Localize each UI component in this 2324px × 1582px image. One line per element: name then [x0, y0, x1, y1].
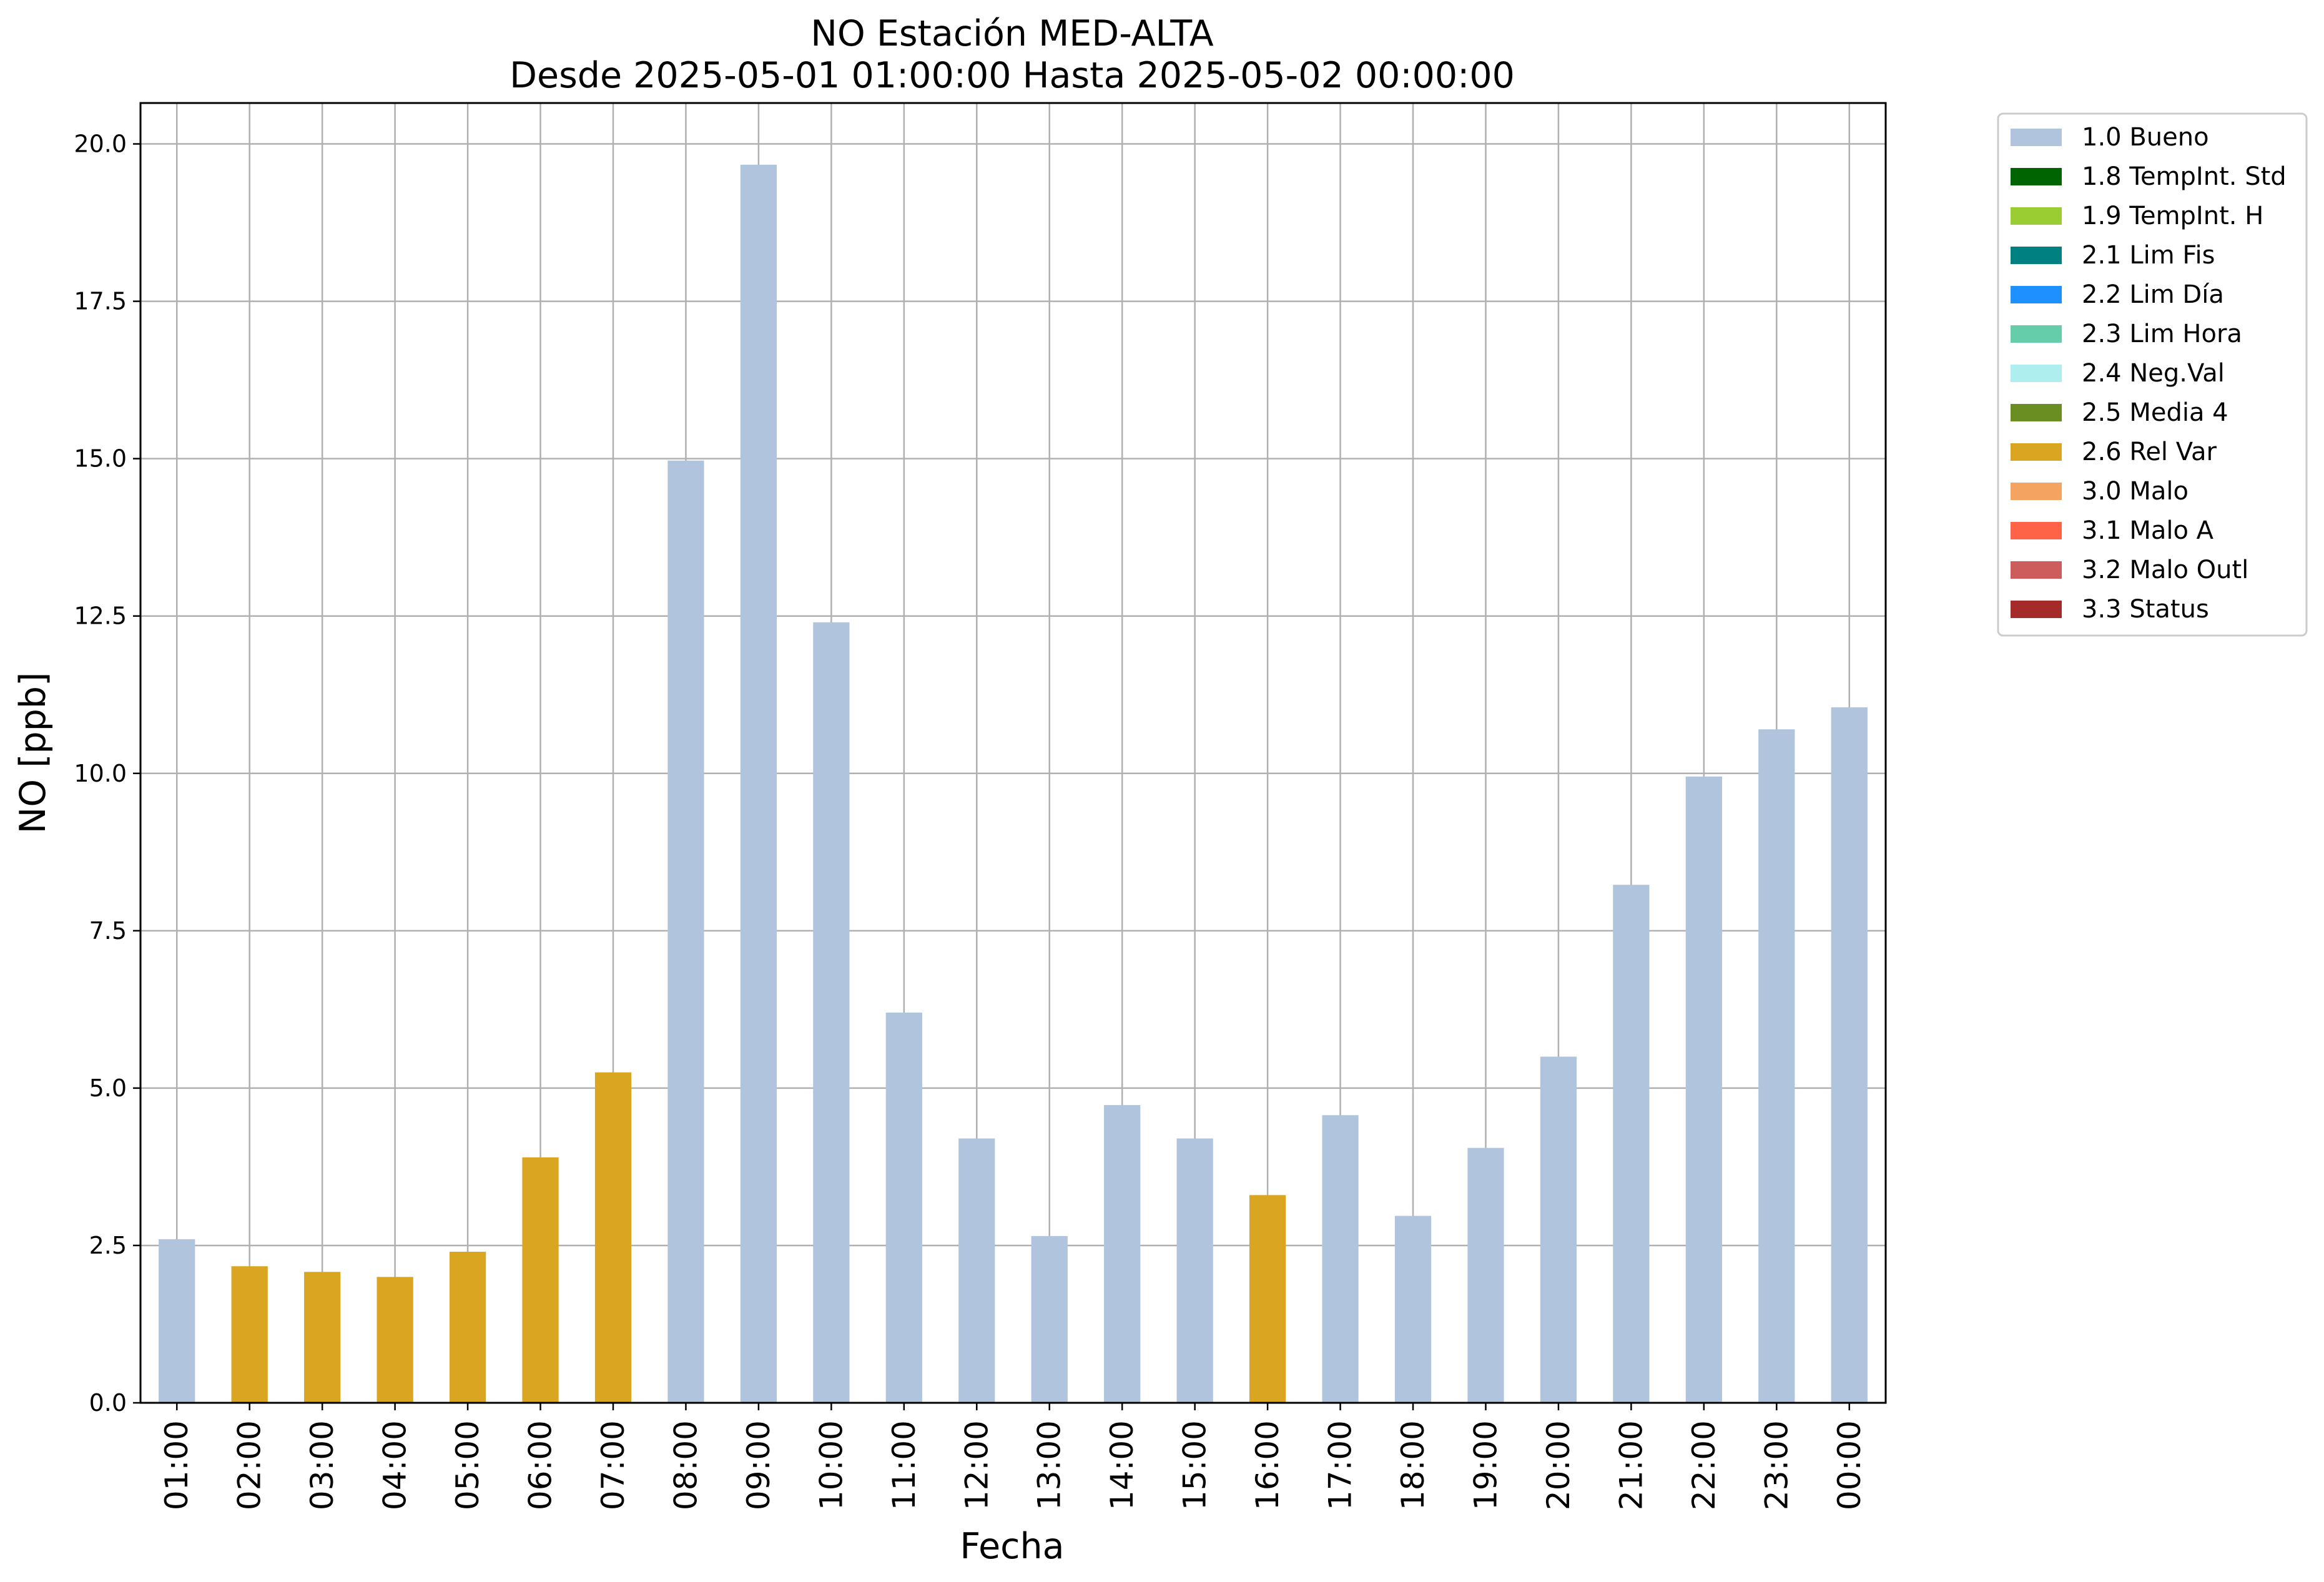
- bar-22:00: [1685, 776, 1722, 1403]
- x-tick-label: 05:00: [450, 1420, 486, 1510]
- legend-label: 2.1 Lim Fis: [2082, 241, 2215, 270]
- bar-14:00: [1104, 1105, 1141, 1403]
- legend-label: 1.8 TempInt. Std: [2082, 162, 2287, 191]
- legend-swatch: [2011, 483, 2062, 500]
- x-tick-label: 22:00: [1686, 1420, 1722, 1510]
- legend-swatch: [2011, 365, 2062, 382]
- legend-label: 2.3 Lim Hora: [2082, 320, 2242, 348]
- legend-swatch: [2011, 601, 2062, 618]
- y-tick-label: 7.5: [89, 917, 127, 945]
- legend-label: 2.5 Media 4: [2082, 398, 2228, 427]
- y-tick-label: 2.5: [89, 1232, 127, 1259]
- bar-10:00: [813, 622, 850, 1403]
- legend-label: 1.0 Bueno: [2082, 123, 2209, 152]
- x-tick-label: 01:00: [159, 1420, 195, 1510]
- bar-13:00: [1031, 1236, 1068, 1403]
- legend-label: 3.2 Malo Outl: [2082, 556, 2248, 584]
- bar-11:00: [885, 1012, 922, 1403]
- bar-03:00: [304, 1272, 341, 1403]
- bar-15:00: [1176, 1138, 1213, 1403]
- bar-21:00: [1613, 885, 1650, 1403]
- legend-label: 2.2 Lim Día: [2082, 280, 2224, 309]
- y-tick-label: 0.0: [89, 1389, 127, 1417]
- bar-17:00: [1322, 1115, 1359, 1403]
- legend-swatch: [2011, 207, 2062, 225]
- x-tick-label: 15:00: [1177, 1420, 1213, 1510]
- x-tick-label: 10:00: [813, 1420, 849, 1510]
- bar-19:00: [1467, 1147, 1504, 1403]
- x-axis-label: Fecha: [960, 1526, 1064, 1567]
- bar-23:00: [1758, 729, 1795, 1403]
- legend-swatch: [2011, 129, 2062, 146]
- legend-frame: [1997, 112, 2308, 637]
- legend-label: 3.3 Status: [2082, 595, 2209, 624]
- x-tick-label: 07:00: [595, 1420, 631, 1510]
- x-tick-label: 13:00: [1032, 1420, 1068, 1510]
- bars: [159, 164, 1868, 1403]
- x-tick-label: 08:00: [667, 1420, 704, 1510]
- x-tick-label: 06:00: [523, 1420, 559, 1510]
- legend-swatch: [2011, 286, 2062, 303]
- y-tick-label: 17.5: [74, 288, 127, 315]
- x-tick-label: 11:00: [886, 1420, 922, 1510]
- bar-04:00: [377, 1277, 413, 1403]
- x-tick-label: 18:00: [1395, 1420, 1431, 1510]
- y-axis-label: NO [ppb]: [12, 672, 54, 834]
- x-tick-label: 19:00: [1467, 1420, 1504, 1510]
- legend-swatch: [2011, 247, 2062, 264]
- x-tick-label: 04:00: [377, 1420, 413, 1510]
- bar-05:00: [449, 1252, 486, 1403]
- bar-01:00: [159, 1239, 195, 1403]
- legend-swatch: [2011, 325, 2062, 343]
- plot-frame: [139, 102, 1887, 1404]
- bar-00:00: [1831, 707, 1868, 1403]
- bar-09:00: [740, 164, 777, 1403]
- legend-label: 3.0 Malo: [2082, 477, 2189, 506]
- x-tick-label: 16:00: [1249, 1420, 1286, 1510]
- bar-16:00: [1249, 1195, 1286, 1403]
- x-tick-label: 14:00: [1104, 1420, 1140, 1510]
- y-tick-label: 20.0: [74, 130, 127, 158]
- chart-subtitle: Desde 2025-05-01 01:00:00 Hasta 2025-05-…: [510, 55, 1515, 96]
- x-tick-label: 12:00: [958, 1420, 995, 1510]
- legend-label: 2.6 Rel Var: [2082, 438, 2217, 466]
- legend-label: 3.1 Malo A: [2082, 516, 2214, 545]
- y-tick-label: 15.0: [74, 445, 127, 473]
- bar-18:00: [1394, 1216, 1432, 1403]
- y-tick-label: 10.0: [74, 760, 127, 787]
- x-tick-label: 21:00: [1613, 1420, 1649, 1510]
- x-tick-label: 09:00: [741, 1420, 777, 1510]
- bar-06:00: [522, 1157, 559, 1403]
- x-tick-label: 03:00: [304, 1420, 340, 1510]
- legend-label: 1.9 TempInt. H: [2082, 202, 2263, 230]
- bar-12:00: [958, 1138, 995, 1403]
- legend: 1.0 Bueno 1.8 TempInt. Std 1.9 TempInt. H 2…: [1997, 112, 2308, 637]
- y-tick-label: 5.0: [89, 1074, 127, 1102]
- chart-title: NO Estación MED-ALTA: [810, 13, 1214, 54]
- legend-swatch: [2011, 561, 2062, 579]
- y-tick-label: 12.5: [74, 602, 127, 630]
- y-axis: 0.0 2.5 5.0 7.5 10.0 12.5 15.0 17.5 20.0: [74, 130, 140, 1417]
- legend-swatch: [2011, 443, 2062, 461]
- x-tick-label: 23:00: [1758, 1420, 1795, 1510]
- bar-02:00: [231, 1266, 268, 1403]
- x-tick-label: 02:00: [232, 1420, 268, 1510]
- legend-swatch: [2011, 522, 2062, 539]
- bar-08:00: [667, 460, 704, 1403]
- legend-swatch: [2011, 168, 2062, 185]
- legend-label: 2.4 Neg.Val: [2082, 359, 2225, 388]
- x-axis: 01:00 02:00 03:00 04:00 05:00 06:00 07:00 08:00…: [159, 1403, 1868, 1510]
- x-tick-label: 20:00: [1540, 1420, 1577, 1510]
- x-tick-label: 00:00: [1831, 1420, 1868, 1510]
- bar-07:00: [594, 1072, 632, 1403]
- bar-20:00: [1540, 1056, 1577, 1403]
- x-tick-label: 17:00: [1322, 1420, 1359, 1510]
- legend-swatch: [2011, 404, 2062, 421]
